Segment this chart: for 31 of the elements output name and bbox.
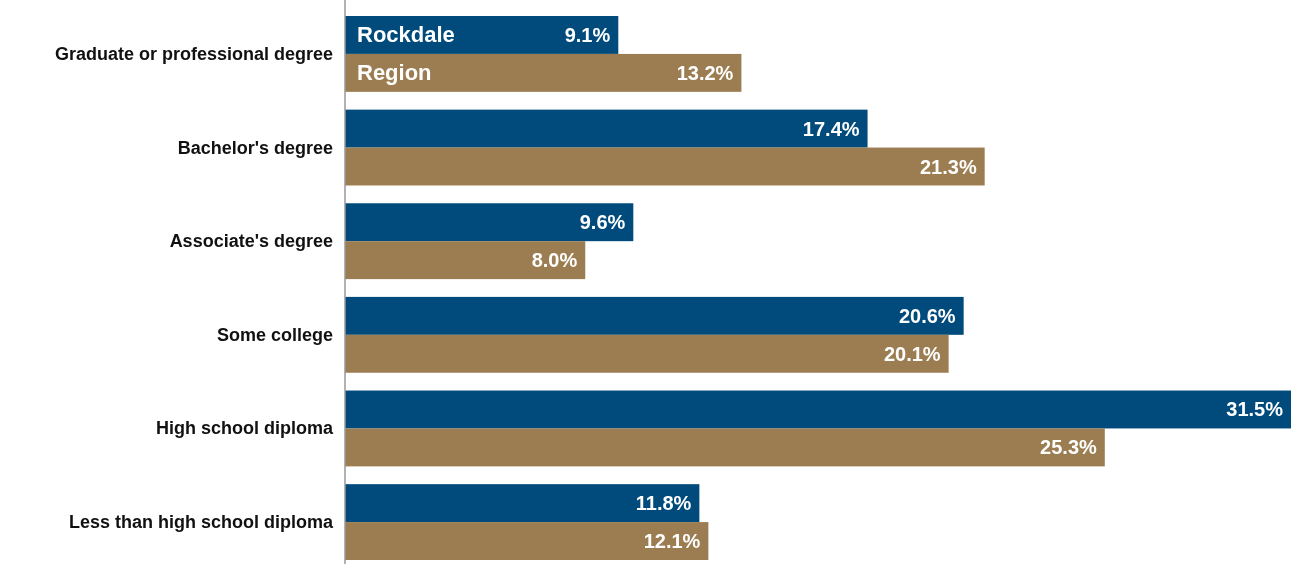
bar bbox=[345, 390, 1291, 429]
data-label: 25.3% bbox=[1040, 436, 1098, 459]
bar bbox=[345, 484, 700, 523]
bar bbox=[345, 53, 742, 92]
bar bbox=[345, 296, 964, 335]
bar bbox=[345, 428, 1105, 467]
bar bbox=[345, 147, 985, 186]
data-label: 11.8% bbox=[635, 492, 692, 515]
series-label: Rockdale bbox=[357, 22, 455, 48]
data-label: 13.2% bbox=[676, 61, 734, 84]
data-label: 31.5% bbox=[1226, 398, 1284, 421]
data-label: 20.6% bbox=[898, 304, 956, 327]
bar bbox=[345, 109, 868, 148]
bar bbox=[345, 522, 709, 560]
data-label: 17.4% bbox=[802, 117, 860, 140]
bar bbox=[345, 203, 634, 242]
data-label: 9.6% bbox=[579, 211, 626, 234]
y-tick-label: Bachelor's degree bbox=[177, 137, 333, 158]
bar bbox=[345, 334, 949, 373]
y-tick-label: High school diploma bbox=[155, 418, 334, 439]
series-label: Region bbox=[357, 60, 432, 86]
y-tick-label: Associate's degree bbox=[169, 231, 333, 252]
bar bbox=[345, 241, 586, 280]
y-tick-label: Graduate or professional degree bbox=[54, 43, 333, 64]
data-label: 12.1% bbox=[643, 530, 701, 553]
data-label: 21.3% bbox=[919, 155, 977, 178]
y-tick-label: Some college bbox=[216, 324, 333, 345]
data-label: 20.1% bbox=[883, 342, 941, 365]
y-tick-label: Less than high school diploma bbox=[68, 512, 334, 533]
data-label: 8.0% bbox=[531, 249, 578, 272]
data-label: 9.1% bbox=[564, 23, 611, 46]
